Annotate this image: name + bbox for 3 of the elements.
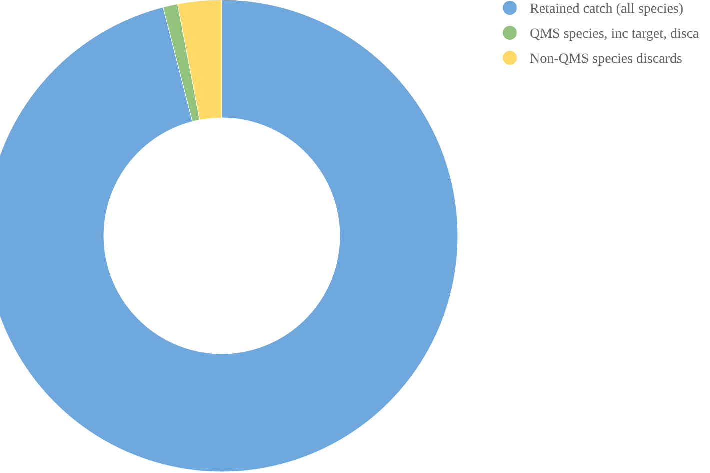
legend-label: Retained catch (all species) bbox=[530, 2, 684, 17]
legend-label: Non-QMS species discards bbox=[530, 52, 682, 67]
legend-label: QMS species, inc target, disca bbox=[530, 27, 700, 42]
